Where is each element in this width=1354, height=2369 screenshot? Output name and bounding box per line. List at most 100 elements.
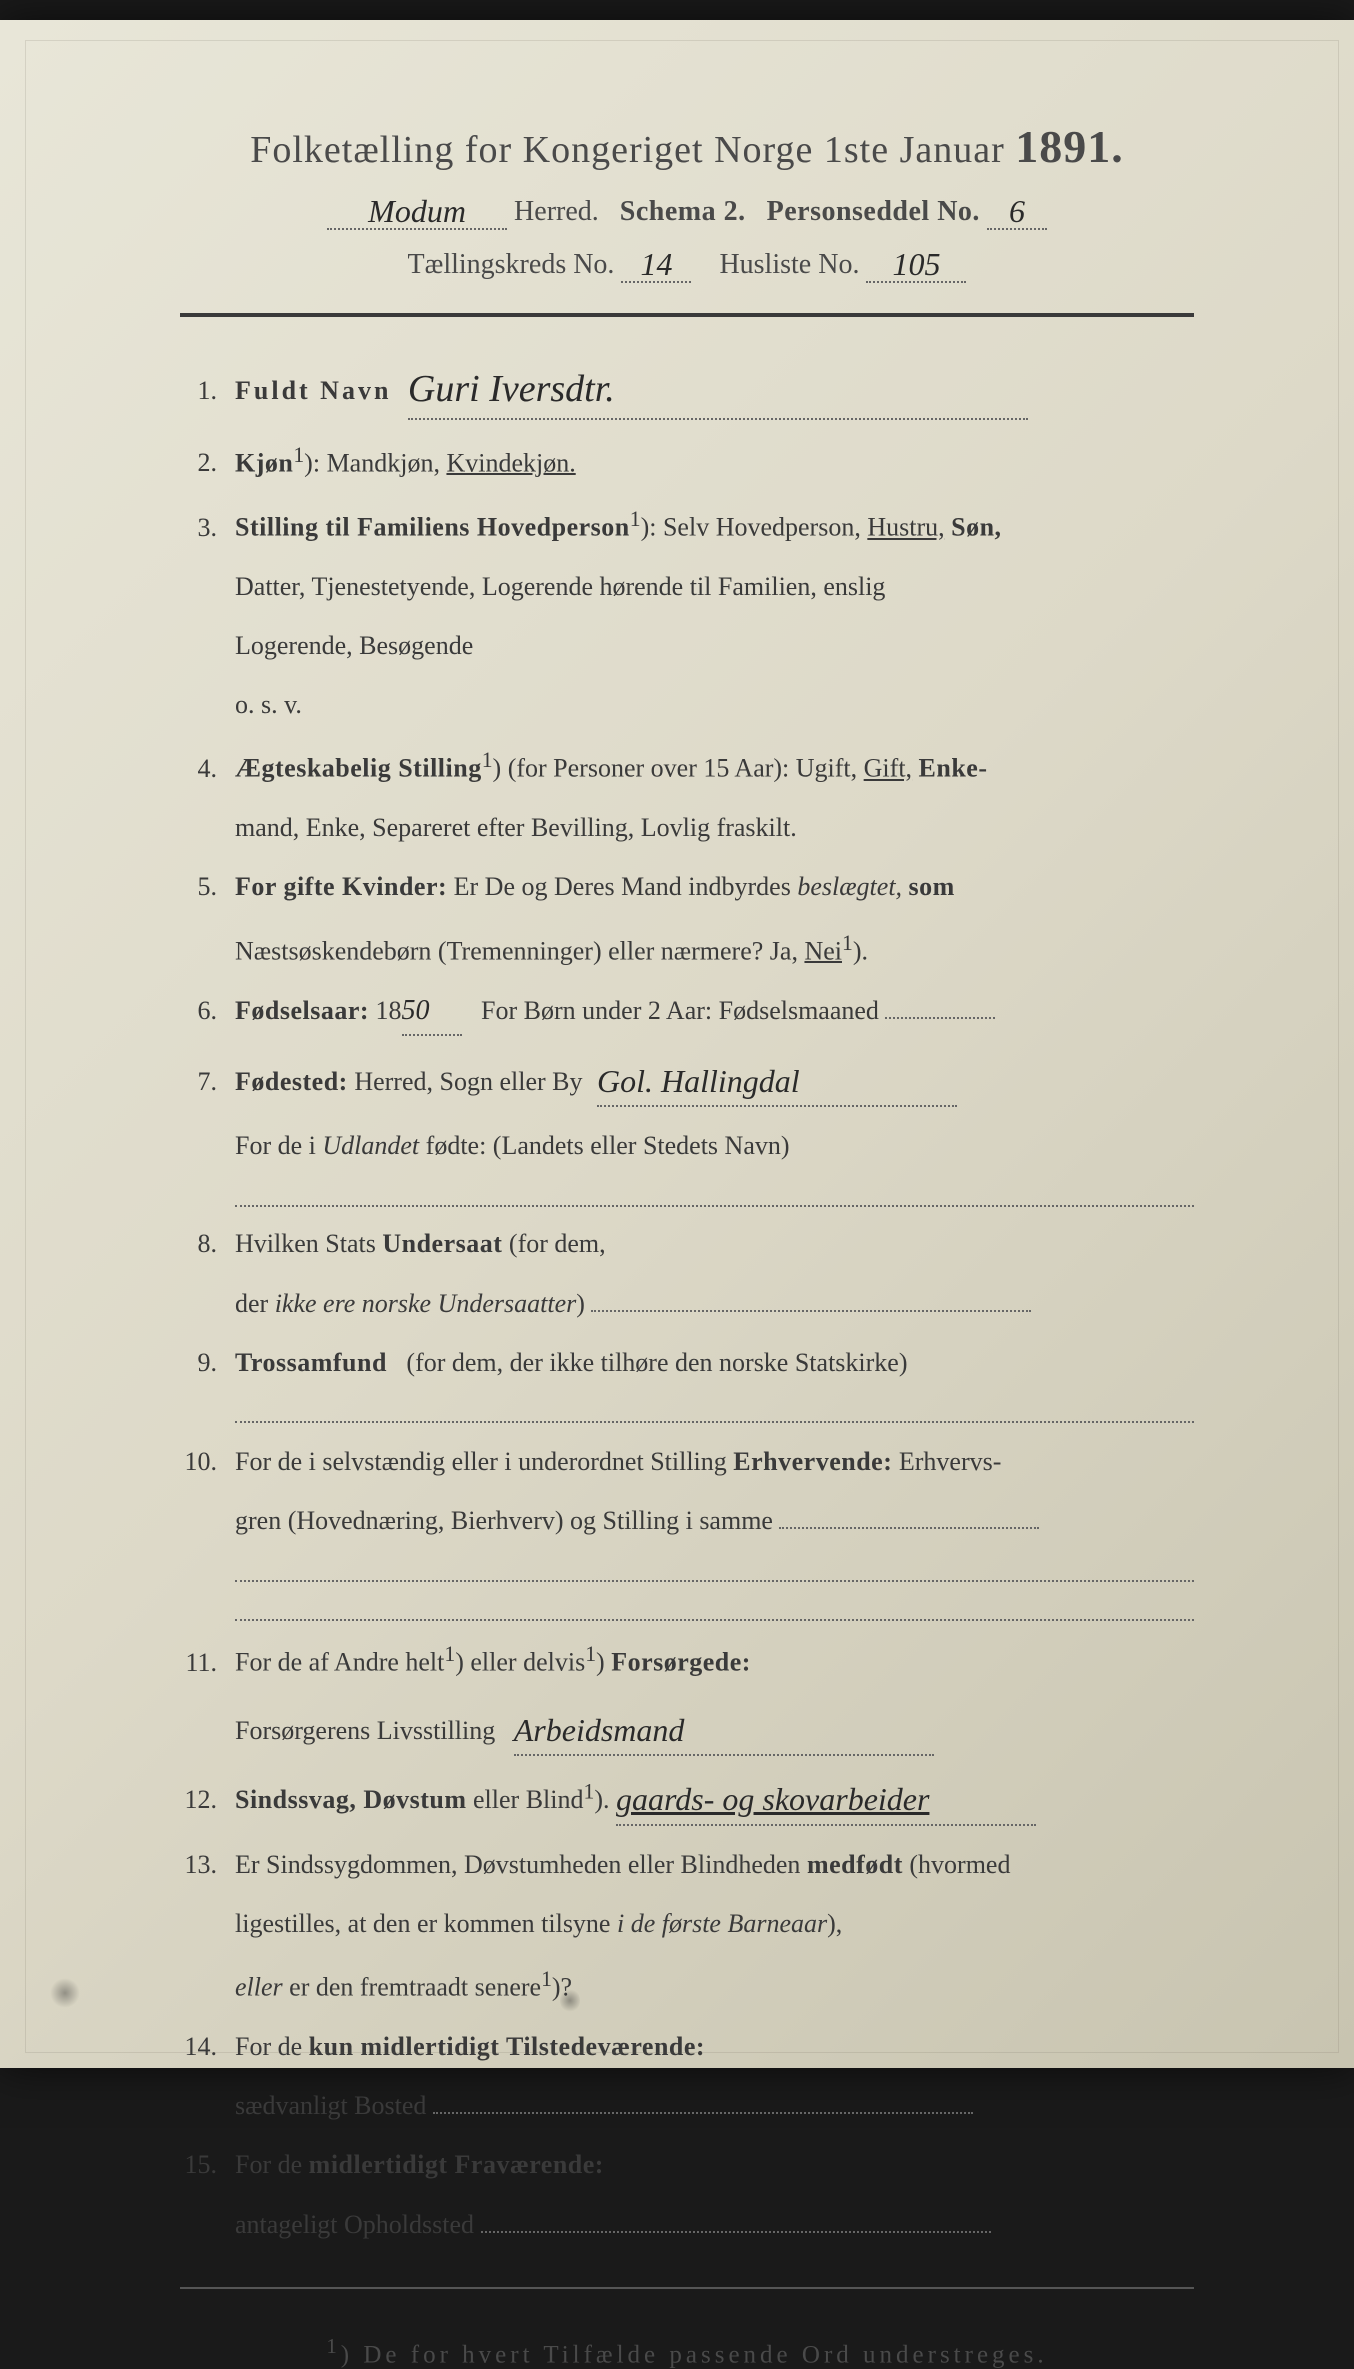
q7-cont1: For de i Udlandet fødte: (Landets eller … [235,1125,1194,1207]
q10-l1c: Erhvervs- [899,1447,1002,1476]
q14-cont1: sædvanligt Bosted [235,2085,1194,2128]
q13-l1c: (hvormed [909,1850,1010,1879]
q8-row: 8. Hvilken Stats Undersaat (for dem, [180,1223,1194,1265]
q4-cont1: mand, Enke, Separeret efter Bevilling, L… [235,807,1194,850]
q7-value: Gol. Hallingdal [597,1063,800,1099]
q6-label: Fødselsaar: [235,996,369,1025]
husliste-value: 105 [892,246,940,282]
q11-l2: Forsørgerens Livsstilling [235,1716,495,1745]
q14-l1b: kun midlertidigt Tilstedeværende: [309,2032,705,2061]
q1-row: 1. Fuldt Navn Guri Iversdtr. [180,357,1194,420]
q13-l2a: ligestilles, at den er kommen tilsyne [235,1909,610,1938]
q7-row: 7. Fødested: Herred, Sogn eller By Gol. … [180,1054,1194,1107]
q14-row: 14. For de kun midlertidigt Tilstedevære… [180,2026,1194,2068]
q8-cont1: der ikke ere norske Undersaatter) [235,1283,1194,1326]
q9-num: 9. [180,1342,235,1384]
q13-cont1: ligestilles, at den er kommen tilsyne i … [235,1903,1194,1946]
q8-l1b: Undersaat [382,1229,502,1258]
q11-l1c: Forsørgede: [611,1648,751,1677]
q14-l2: sædvanligt Bosted [235,2091,426,2120]
personseddel-value: 6 [1009,193,1025,229]
q3-cont3: o. s. v. [235,684,1194,727]
q8-l2a: der [235,1289,268,1318]
q8-num: 8. [180,1223,235,1265]
q8-l1a: Hvilken Stats [235,1229,376,1258]
q2-opt2: Kvindekjøn. [446,448,575,477]
q10-l1a: For de i selvstændig eller i underordnet… [235,1447,727,1476]
q4-l1c: Enke- [919,754,988,783]
ink-smudge-2 [560,1988,580,2013]
q5-l1a: Er De og Deres Mand indbyrdes [454,872,791,901]
footnote: 1) De for hvert Tilfælde passende Ord un… [140,2334,1234,2369]
personseddel-label: Personseddel No. [767,196,980,227]
q5-l1c: som [909,872,955,901]
q8-l1c: (for dem, [509,1229,606,1258]
q15-cont1: antageligt Opholdssted [235,2204,1194,2247]
divider-bottom [180,2287,1194,2289]
tkreds-value: 14 [640,246,672,282]
q4-row: 4. Ægteskabelig Stilling1) (for Personer… [180,743,1194,789]
census-form-page: Folketælling for Kongeriget Norge 1ste J… [0,20,1354,2068]
subtitle-line-2: Tællingskreds No. 14 Husliste No. 105 [140,244,1234,283]
herred-label: Herred. [514,196,599,227]
q2-row: 2. Kjøn1): Mandkjøn, Kvindekjøn. [180,438,1194,484]
q3-num: 3. [180,507,235,549]
q5-label: For gifte Kvinder: [235,872,447,901]
title-prefix: Folketælling for Kongeriget Norge 1ste J… [250,129,1015,171]
q8-l2b: ikke ere norske Undersaatter [275,1289,577,1318]
q3-label: Stilling til Familiens Hovedperson [235,513,630,542]
q2-num: 2. [180,442,235,484]
q13-num: 13. [180,1844,235,1886]
q13-cont2: eller er den fremtraadt senere1)? [235,1962,1194,2010]
q9-l1: (for dem, der ikke tilhøre den norske St… [406,1348,907,1377]
q14-l1a: For de [235,2032,302,2061]
q11-s2: 1 [585,1642,596,1666]
q7-l1a: Herred, Sogn eller By [354,1067,582,1096]
q2-opt1: Mandkjøn, [327,448,440,477]
q4-num: 4. [180,748,235,790]
q15-num: 15. [180,2144,235,2186]
q3-cont1: Datter, Tjenestetyende, Logerende hørend… [235,566,1194,609]
subtitle-line-1: Modum Herred. Schema 2. Personseddel No.… [140,191,1234,230]
q10-row: 10. For de i selvstændig eller i underor… [180,1441,1194,1483]
q5-cont1: Næstsøskendebørn (Tremenninger) eller næ… [235,926,1194,974]
q7-label: Fødested: [235,1067,348,1096]
q4-sup: 1 [482,748,493,772]
q14-num: 14. [180,2026,235,2068]
footnote-sup: 1 [326,2334,340,2358]
q3-l1b: Hustru, [867,513,944,542]
ink-smudge [50,1978,80,2008]
q15-row: 15. For de midlertidigt Fraværende: [180,2144,1194,2186]
q3-l1a: Selv Hovedperson, [663,513,861,542]
q6-year: 50 [402,995,430,1026]
q10-l2: gren (Hovednæring, Bierhverv) og Stillin… [235,1506,773,1535]
q13-l1b: medfødt [807,1850,903,1879]
q3-row: 3. Stilling til Familiens Hovedperson1):… [180,502,1194,548]
q6-row: 6. Fødselsaar: 1850 For Børn under 2 Aar… [180,989,1194,1036]
tkreds-label: Tællingskreds No. [408,249,615,280]
q5-l2b: Nei [804,936,842,965]
footnote-text: De for hvert Tilfælde passende Ord under… [363,2341,1047,2368]
q2-sup: 1 [293,443,304,467]
q10-cont1: gren (Hovednæring, Bierhverv) og Stillin… [235,1500,1194,1621]
divider-top [180,313,1194,317]
q6-l1b: For Børn under 2 Aar: Fødselsmaaned [481,996,879,1025]
q9-row: 9. Trossamfund (for dem, der ikke tilhør… [180,1342,1194,1423]
herred-value: Modum [368,193,466,229]
q11-s1: 1 [444,1642,455,1666]
q12-num: 12. [180,1779,235,1821]
q1-label: Fuldt Navn [235,376,391,405]
q13-l1a: Er Sindssygdommen, Døvstumheden eller Bl… [235,1850,800,1879]
q3-l1c: Søn, [951,513,1001,542]
q11-l1b: eller delvis [470,1648,585,1677]
q11-value: Arbeidsmand [514,1712,685,1748]
q7-l2c: fødte: (Landets eller Stedets Navn) [426,1131,790,1160]
q7-num: 7. [180,1061,235,1103]
q3-sup: 1 [630,507,641,531]
q11-l1a: For de af Andre helt [235,1648,444,1677]
q5-row: 5. For gifte Kvinder: Er De og Deres Man… [180,866,1194,908]
q13-row: 13. Er Sindssygdommen, Døvstumheden elle… [180,1844,1194,1886]
q1-value: Guri Iversdtr. [408,368,615,410]
q4-l1a: (for Personer over 15 Aar): Ugift, [508,754,857,783]
q4-l1b: Gift, [864,754,912,783]
